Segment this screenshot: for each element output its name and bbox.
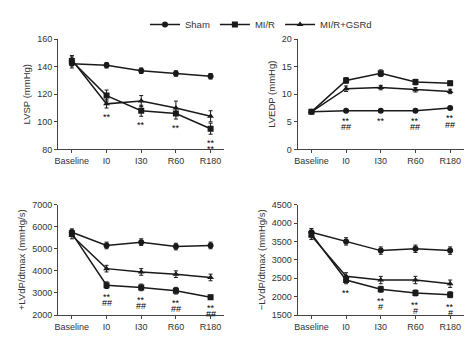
svg-text:#: # <box>448 308 453 318</box>
svg-text:**: ** <box>172 123 180 133</box>
svg-text:R180: R180 <box>439 322 461 332</box>
svg-text:I0: I0 <box>103 322 111 332</box>
svg-text:160: 160 <box>37 34 52 44</box>
svg-text:I30: I30 <box>375 322 388 332</box>
svg-text:**: ** <box>137 295 145 305</box>
svg-text:R180: R180 <box>200 322 222 332</box>
svg-text:120: 120 <box>37 89 52 99</box>
svg-text:##: ## <box>136 301 146 311</box>
svg-text:R60: R60 <box>407 322 424 332</box>
svg-text:100: 100 <box>37 117 52 127</box>
svg-text:+LVdP/dtmax (mmHg/s): +LVdP/dtmax (mmHg/s) <box>16 209 27 310</box>
svg-text:80: 80 <box>42 145 52 155</box>
svg-text:##: ## <box>341 122 351 132</box>
svg-text:I0: I0 <box>342 322 350 332</box>
svg-text:#: # <box>413 306 418 316</box>
svg-text:140: 140 <box>37 62 52 72</box>
svg-text:**: ** <box>411 300 419 310</box>
svg-text:**: ** <box>342 116 350 126</box>
svg-text:4000: 4000 <box>32 266 52 276</box>
svg-text:6000: 6000 <box>32 222 52 232</box>
svg-text:**: ** <box>137 120 145 130</box>
svg-text:LVSP (mmHg): LVSP (mmHg) <box>21 64 32 124</box>
svg-text:R60: R60 <box>168 156 185 166</box>
svg-text:Baseline: Baseline <box>294 156 329 166</box>
svg-text:Baseline: Baseline <box>55 322 90 332</box>
svg-text:3000: 3000 <box>272 255 292 265</box>
svg-text:2000: 2000 <box>32 310 52 320</box>
svg-text:2000: 2000 <box>272 292 292 302</box>
svg-text:3500: 3500 <box>272 237 292 247</box>
svg-text:10: 10 <box>282 89 292 99</box>
svg-text:20: 20 <box>282 34 292 44</box>
svg-text:##: ## <box>206 309 216 319</box>
svg-text:**: ** <box>103 292 111 302</box>
svg-text:##: ## <box>102 298 112 308</box>
svg-text:##: ## <box>410 122 420 132</box>
svg-text:**: ** <box>342 288 350 298</box>
svg-text:R180: R180 <box>200 156 222 166</box>
svg-text:Baseline: Baseline <box>294 322 329 332</box>
svg-text:7000: 7000 <box>32 200 52 210</box>
svg-text:I30: I30 <box>375 156 388 166</box>
svg-text:#: # <box>378 302 383 312</box>
svg-text:**: ** <box>103 112 111 122</box>
svg-text:**: ** <box>377 116 385 126</box>
svg-text:**: ** <box>207 144 215 154</box>
svg-text:Baseline: Baseline <box>55 156 90 166</box>
svg-text:R180: R180 <box>439 156 461 166</box>
svg-text:R60: R60 <box>168 322 185 332</box>
svg-text:**: ** <box>446 113 454 123</box>
svg-text:−LVdP/dtmax (mmHg/s): −LVdP/dtmax (mmHg/s) <box>256 209 267 310</box>
svg-text:15: 15 <box>282 62 292 72</box>
svg-text:3000: 3000 <box>32 288 52 298</box>
svg-text:2500: 2500 <box>272 273 292 283</box>
svg-text:MI/R: MI/R <box>255 19 275 30</box>
svg-text:##: ## <box>171 304 181 314</box>
svg-text:1500: 1500 <box>272 310 292 320</box>
svg-text:**: ** <box>411 116 419 126</box>
svg-text:**: ** <box>207 138 215 148</box>
svg-text:5000: 5000 <box>32 244 52 254</box>
svg-text:R60: R60 <box>407 156 424 166</box>
svg-text:I30: I30 <box>135 322 148 332</box>
svg-text:I0: I0 <box>103 156 111 166</box>
svg-text:5: 5 <box>287 117 292 127</box>
svg-text:0: 0 <box>287 145 292 155</box>
svg-text:**: ** <box>207 303 215 313</box>
svg-text:LVEDP (mmHg): LVEDP (mmHg) <box>266 61 277 128</box>
svg-text:4500: 4500 <box>272 200 292 210</box>
svg-text:I0: I0 <box>342 156 350 166</box>
svg-text:**: ** <box>172 298 180 308</box>
svg-text:##: ## <box>445 120 455 130</box>
svg-text:MI/R+GSRd: MI/R+GSRd <box>320 19 371 30</box>
svg-text:**: ** <box>377 296 385 306</box>
svg-text:4000: 4000 <box>272 218 292 228</box>
svg-text:**: ** <box>446 302 454 312</box>
svg-text:Sham: Sham <box>185 19 210 30</box>
svg-text:I30: I30 <box>135 156 148 166</box>
